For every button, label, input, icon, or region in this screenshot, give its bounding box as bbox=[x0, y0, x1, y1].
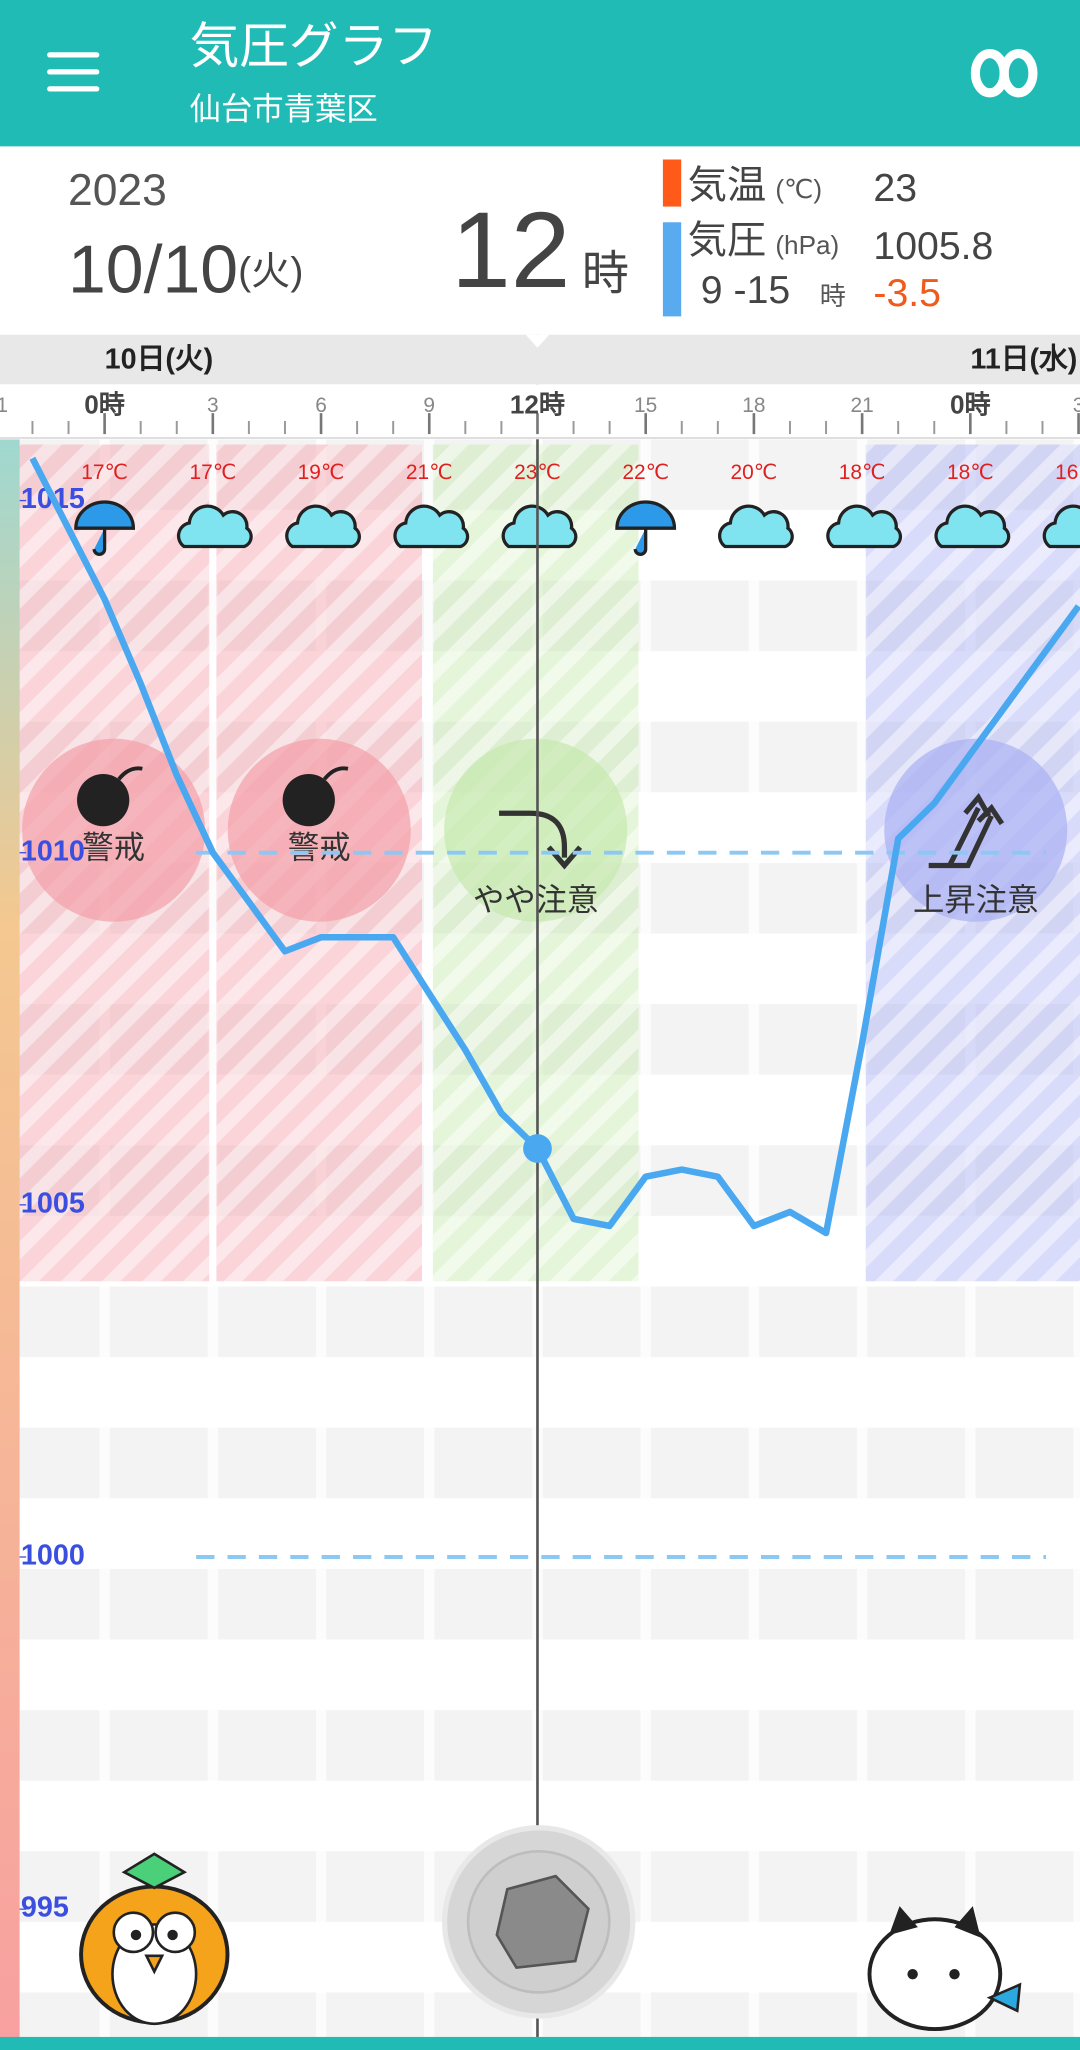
umbrella-icon bbox=[74, 500, 136, 556]
date: 10/10(火) bbox=[68, 232, 303, 308]
bomb-icon bbox=[77, 773, 130, 827]
temp-legend-bar bbox=[662, 159, 682, 207]
warning-zone: 上昇注意 bbox=[865, 444, 1080, 1282]
forecast-temp: 21℃ bbox=[406, 461, 453, 484]
temp-label: 気温 bbox=[688, 164, 766, 208]
info-panel bbox=[0, 146, 1080, 335]
forecast-temp: 18℃ bbox=[947, 461, 994, 484]
forecast-temp: 20℃ bbox=[731, 461, 778, 484]
day-label: 10日(火) bbox=[105, 343, 214, 375]
day-label: 11日(水) bbox=[970, 343, 1077, 375]
warning-zone: 警戒 bbox=[216, 444, 423, 1282]
y-tick-label: 995 bbox=[21, 1892, 69, 1924]
year: 2023 bbox=[68, 166, 167, 215]
x-tick-label: 0時 bbox=[950, 390, 991, 420]
zone-label: 警戒 bbox=[288, 830, 351, 865]
pressure-legend-bar bbox=[662, 222, 682, 317]
date-text: 10/10 bbox=[68, 232, 238, 308]
grid-column bbox=[207, 439, 219, 2050]
warning-zone: やや注意 bbox=[432, 444, 639, 1282]
forecast-temp: 17℃ bbox=[189, 461, 236, 484]
temp-unit: (℃) bbox=[775, 174, 822, 204]
center-button[interactable] bbox=[441, 1825, 636, 2019]
bomb-fuse bbox=[322, 766, 349, 781]
pressure-line bbox=[29, 456, 1080, 1237]
owl-character bbox=[79, 1852, 230, 2026]
app-title: 気圧グラフ bbox=[190, 18, 438, 74]
weekday: (火) bbox=[238, 250, 303, 294]
cloud-icon bbox=[393, 504, 470, 549]
current-marker bbox=[525, 334, 550, 348]
cloud-icon bbox=[826, 504, 903, 549]
pressure-label: 気圧 bbox=[688, 219, 766, 263]
bomb-icon bbox=[282, 773, 335, 827]
range-label: 9 -15 bbox=[701, 268, 790, 312]
edge-bar bbox=[0, 439, 20, 2050]
x-tick-label: 3 bbox=[1073, 394, 1080, 417]
grid-column bbox=[640, 439, 651, 2050]
rise-arrow-icon bbox=[928, 792, 1005, 869]
bottom-bar bbox=[0, 2036, 1080, 2050]
zone-label: やや注意 bbox=[473, 882, 598, 917]
hour-bar bbox=[0, 384, 1080, 440]
x-tick-label: 21 bbox=[850, 394, 873, 417]
grid-column bbox=[748, 439, 760, 2050]
app-icon[interactable] bbox=[970, 49, 1038, 98]
warning-zone: 警戒 bbox=[18, 444, 210, 1282]
pressure-value: 1005.8 bbox=[873, 224, 993, 268]
cloud-icon bbox=[718, 504, 794, 549]
x-tick-label: 15 bbox=[634, 394, 657, 417]
bomb-fuse bbox=[117, 766, 143, 781]
x-tick-label: 6 bbox=[315, 394, 327, 417]
forecast-temp: 17℃ bbox=[81, 461, 128, 484]
zone-glow bbox=[227, 738, 411, 922]
x-tick-label: 12時 bbox=[510, 390, 565, 420]
grid-column bbox=[424, 439, 435, 2050]
zone-label: 上昇注意 bbox=[913, 882, 1038, 917]
x-tick-label: 21 bbox=[0, 394, 8, 417]
zone-glow bbox=[884, 738, 1068, 922]
hour-unit: 時 bbox=[582, 247, 629, 300]
temp-value: 23 bbox=[873, 166, 917, 210]
location: 仙台市青葉区 bbox=[190, 91, 378, 126]
hour: 12 bbox=[451, 190, 570, 310]
zone-glow bbox=[444, 738, 628, 922]
forecast-temp: 19℃ bbox=[298, 461, 345, 484]
time-axis: 21 0時 3 6 9 12時 15 18 21 0時 3 10日(火) 11日(水) bbox=[0, 334, 1080, 435]
cloud-icon bbox=[934, 504, 1011, 549]
pressure-unit: (hPa) bbox=[775, 230, 839, 260]
cloud-icon bbox=[176, 504, 253, 549]
x-tick-label: 3 bbox=[207, 394, 219, 417]
range-unit: 時 bbox=[820, 281, 846, 311]
forecast-temp: 18℃ bbox=[839, 461, 886, 484]
x-tick-label: 18 bbox=[742, 394, 765, 417]
app-bar bbox=[0, 0, 1080, 147]
x-tick-label: 9 bbox=[423, 394, 435, 417]
zone-glow bbox=[22, 738, 206, 922]
grid-column bbox=[856, 439, 868, 2050]
cloud-icon bbox=[501, 504, 578, 549]
umbrella-icon bbox=[615, 500, 677, 556]
forecast-temp: 22℃ bbox=[622, 461, 669, 484]
cat-character bbox=[867, 1906, 1022, 2032]
menu-button[interactable] bbox=[47, 52, 100, 92]
x-tick-label: 0時 bbox=[84, 390, 125, 420]
y-tick-label: 1000 bbox=[21, 1540, 85, 1572]
y-tick-label: 1005 bbox=[21, 1187, 85, 1219]
forecast-temp: 16℃ bbox=[1055, 461, 1080, 484]
pressure-change: -3.5 bbox=[873, 271, 941, 315]
y-tick-label: 1010 bbox=[21, 835, 85, 867]
zone-label: 警戒 bbox=[82, 830, 145, 865]
cloud-icon bbox=[285, 504, 361, 549]
current-point bbox=[523, 1134, 552, 1163]
cloud-icon bbox=[1042, 504, 1080, 549]
